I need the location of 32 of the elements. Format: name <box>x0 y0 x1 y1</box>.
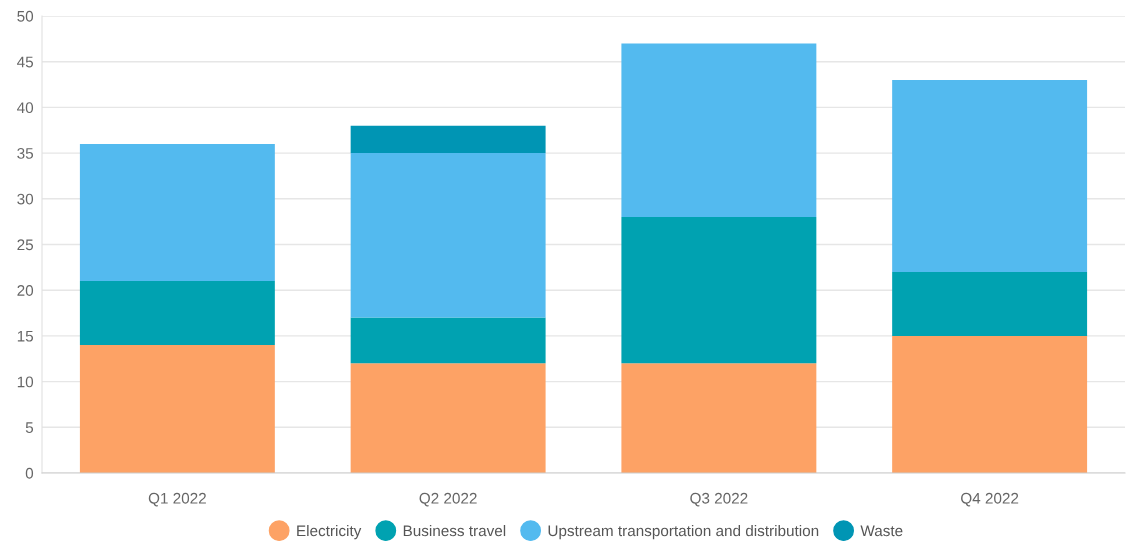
legend-label: Business travel <box>403 524 506 537</box>
bar <box>892 335 1088 473</box>
y-tick-label: 0 <box>25 467 34 479</box>
bar <box>79 281 275 346</box>
y-tick-label: 15 <box>17 330 34 342</box>
bar <box>892 271 1088 336</box>
bar <box>350 125 546 154</box>
y-tick-label: 35 <box>17 147 34 159</box>
bar <box>350 153 546 318</box>
bar <box>621 43 817 218</box>
x-tick-label: Q3 2022 <box>690 492 748 507</box>
bar <box>350 363 546 473</box>
y-tick-label: 45 <box>17 56 34 68</box>
bar <box>350 317 546 364</box>
legend-label: Electricity <box>297 524 362 540</box>
bar <box>79 143 275 282</box>
bar <box>892 79 1088 272</box>
x-tick-label: Q1 2022 <box>148 492 206 507</box>
y-tick-label: 20 <box>17 285 34 296</box>
bar <box>621 217 817 364</box>
y-tick-label: 10 <box>17 376 34 388</box>
bar <box>621 363 817 473</box>
y-tick-label: 40 <box>17 102 34 114</box>
x-tick-label: Q4 2022 <box>961 492 1019 507</box>
y-tick-label: 30 <box>17 193 34 205</box>
y-tick-label: 5 <box>25 422 34 433</box>
legend-label: Waste <box>860 525 903 537</box>
legend-label: Upstream transportation and distribution <box>548 524 819 540</box>
bar <box>79 345 275 473</box>
x-tick-label: Q2 2022 <box>419 492 477 507</box>
y-tick-label: 50 <box>17 10 34 22</box>
y-tick-label: 25 <box>17 239 34 251</box>
